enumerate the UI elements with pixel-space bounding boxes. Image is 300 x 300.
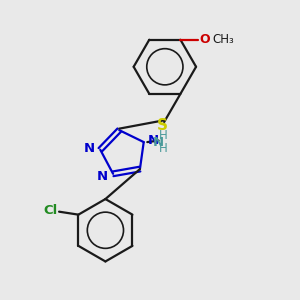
Text: Cl: Cl xyxy=(43,204,58,217)
Text: N: N xyxy=(153,136,164,148)
Text: O: O xyxy=(199,33,209,46)
Text: CH₃: CH₃ xyxy=(212,33,234,46)
Text: N: N xyxy=(84,142,95,155)
Text: N: N xyxy=(97,170,108,183)
Text: H: H xyxy=(159,142,168,155)
Text: N: N xyxy=(148,134,159,147)
Text: H: H xyxy=(159,129,168,142)
Text: S: S xyxy=(157,118,168,133)
